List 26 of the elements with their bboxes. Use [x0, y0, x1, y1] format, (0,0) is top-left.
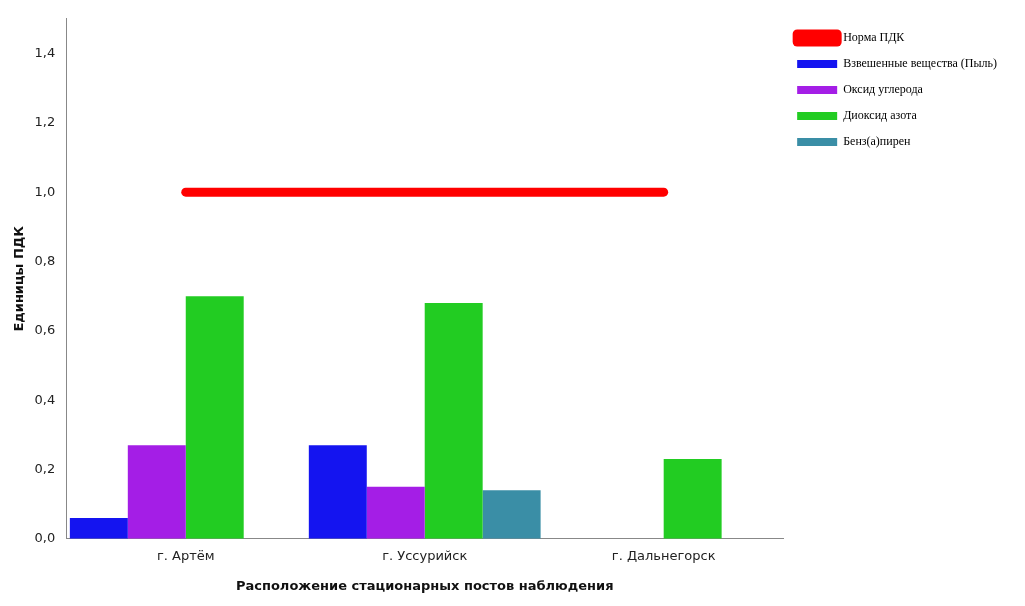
y-tick-label: 0,2 [34, 460, 56, 476]
legend-label: Оксид углерода [843, 82, 924, 97]
bar [424, 303, 483, 539]
bar [69, 518, 128, 539]
legend-label: Взвешенные вещества (Пыль) [843, 56, 998, 71]
y-tick-label: 0,6 [34, 322, 56, 338]
y-tick-label: 1,4 [34, 44, 56, 60]
x-tick-label: г. Дальнегорск [611, 547, 716, 563]
y-tick-label: 1,0 [34, 183, 56, 199]
legend-label: Норма ПДК [843, 30, 906, 45]
x-axis-title: Расположение стационарных постов наблюдения [235, 577, 614, 593]
bar [308, 445, 367, 539]
bar [482, 490, 541, 539]
y-tick-label: 1,2 [34, 114, 56, 130]
x-tick-label: г. Уссурийск [382, 547, 468, 563]
bar [127, 445, 186, 539]
x-tick-label: г. Артём [156, 547, 215, 563]
y-tick-label: 0,4 [34, 391, 56, 407]
bar [663, 459, 722, 539]
y-axis-title: Единицы ПДК [11, 225, 27, 332]
bar [366, 486, 425, 539]
legend-label: Бенз(а)пирен [843, 134, 912, 149]
legend-label: Диоксид азота [843, 108, 918, 123]
bar [185, 296, 244, 539]
y-tick-label: 0,8 [34, 252, 56, 268]
y-tick-label: 0,0 [34, 530, 56, 546]
